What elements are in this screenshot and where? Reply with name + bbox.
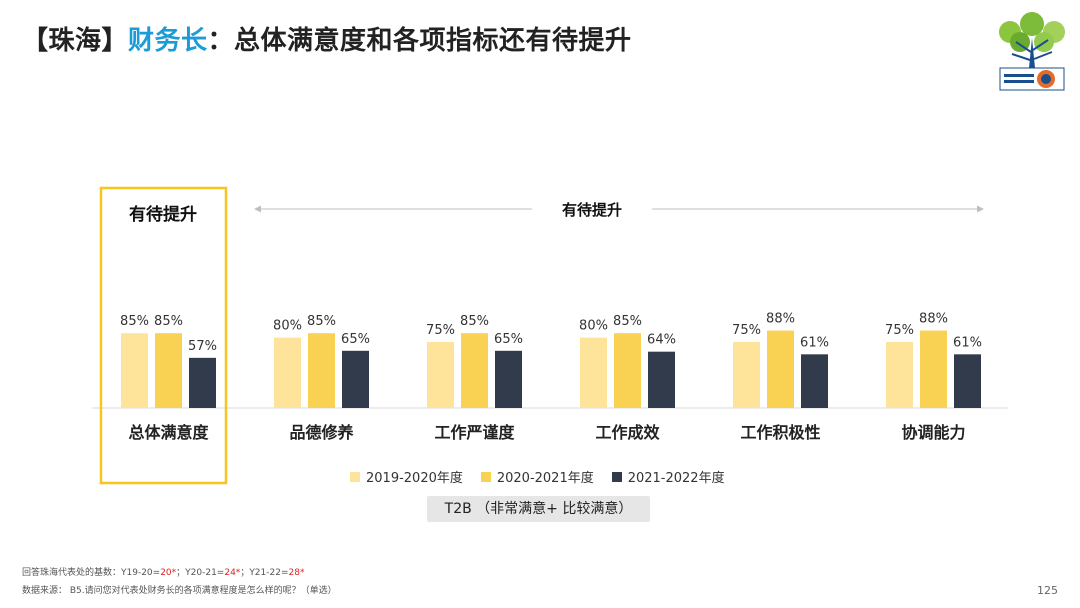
- t2b-label: T2B （非常满意+ 比较满意）: [427, 496, 650, 522]
- bar-value-label: 75%: [732, 323, 761, 338]
- legend-swatch: [611, 471, 622, 482]
- bar: [580, 337, 607, 408]
- legend-swatch: [480, 471, 491, 482]
- category-label: 协调能力: [901, 423, 965, 442]
- footnote-base: 回答珠海代表处的基数：Y19-20=20*；Y20-21=24*；Y21-22=…: [22, 565, 304, 578]
- bar-value-label: 65%: [341, 332, 370, 347]
- span-label: 有待提升: [562, 201, 622, 219]
- legend-item: 2019-2020年度: [350, 467, 463, 486]
- chart-legend: 2019-2020年度 2020-2021年度 2021-2022年度: [350, 467, 725, 486]
- category-label: 工作严谨度: [434, 423, 515, 442]
- category-label: 品德修养: [289, 423, 354, 442]
- bar: [461, 333, 488, 408]
- bar-value-label: 88%: [766, 312, 795, 327]
- bar: [954, 354, 981, 408]
- bar-value-label: 85%: [120, 314, 149, 329]
- bar-value-label: 65%: [494, 332, 523, 347]
- legend-label: 2020-2021年度: [496, 471, 594, 486]
- bar-value-label: 64%: [647, 333, 676, 348]
- bar: [767, 330, 794, 408]
- page-title: 【珠海】财务长：总体满意度和各项指标还有待提升: [22, 20, 632, 57]
- category-label: 工作成效: [595, 423, 659, 442]
- bar: [274, 337, 301, 408]
- footnote-text: 回答珠海代表处的基数：Y19-20=: [22, 568, 161, 578]
- title-suffix: ：总体满意度和各项指标还有待提升: [207, 26, 632, 56]
- legend-label: 2021-2022年度: [627, 471, 725, 486]
- category-label: 总体满意度: [128, 423, 209, 442]
- bar-value-label: 61%: [953, 335, 982, 350]
- bar-value-label: 57%: [188, 339, 217, 354]
- bar-value-label: 88%: [919, 312, 948, 327]
- bar-value-label: 80%: [273, 319, 302, 334]
- bar: [155, 333, 182, 408]
- bar-value-label: 85%: [307, 314, 336, 329]
- title-highlight: 财务长: [128, 26, 208, 56]
- bar: [920, 330, 947, 408]
- bar-value-label: 75%: [426, 323, 455, 338]
- bar-value-label: 75%: [885, 323, 914, 338]
- bar-value-label: 61%: [800, 335, 829, 350]
- footnote-count: 28*: [288, 568, 305, 578]
- bar: [495, 350, 522, 408]
- category-label: 工作积极性: [740, 423, 820, 442]
- bar: [121, 333, 148, 408]
- bar: [886, 342, 913, 408]
- highlight-label: 有待提升: [129, 204, 197, 225]
- page-number: 125: [1037, 584, 1058, 597]
- bar: [733, 342, 760, 408]
- bar-value-label: 80%: [579, 319, 608, 334]
- tree-logo-icon: [999, 12, 1065, 91]
- footnote-count: 24*: [224, 568, 241, 578]
- footnote-text: ；Y20-21=: [176, 568, 225, 578]
- arrowhead-right-icon: [977, 205, 984, 213]
- bar: [308, 333, 335, 408]
- legend-label: 2019-2020年度: [366, 471, 463, 486]
- footnote-source: 数据来源： B5.请问您对代表处财务长的各项满意程度是怎么样的呢？（单选）: [22, 586, 337, 596]
- highlight-box: [99, 186, 228, 485]
- bar: [427, 342, 454, 408]
- bar-value-label: 85%: [613, 314, 642, 329]
- bar: [189, 357, 216, 408]
- bar: [614, 333, 641, 408]
- bar: [648, 351, 675, 408]
- bar: [801, 354, 828, 408]
- legend-item: 2021-2022年度: [611, 467, 725, 486]
- legend-swatch: [350, 471, 360, 482]
- title-prefix: 【珠海】: [22, 26, 129, 56]
- bar-value-label: 85%: [460, 314, 489, 329]
- arrowhead-left-icon: [254, 205, 261, 213]
- footnote-count: 20*: [160, 568, 177, 578]
- legend-item: 2020-2021年度: [480, 467, 594, 486]
- bar-value-label: 85%: [154, 314, 183, 329]
- bar: [342, 350, 369, 408]
- footnote-text: ；Y21-22=: [240, 568, 289, 578]
